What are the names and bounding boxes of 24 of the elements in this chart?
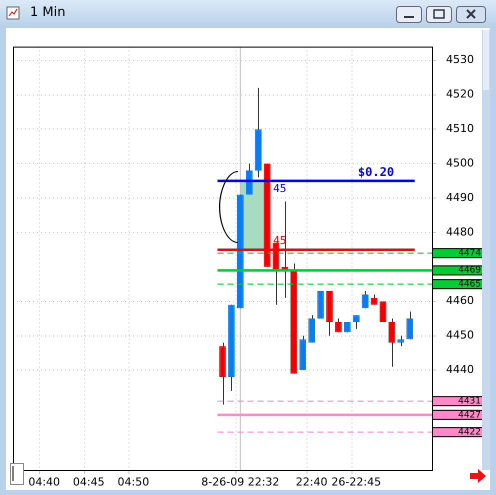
y-tick-label: 4490 [446, 190, 474, 204]
y-tick-label: 4520 [446, 88, 474, 101]
y-tick-label: 4440 [446, 363, 474, 376]
x-tick-label: 04:40 [28, 475, 60, 488]
chart-title: 1 Min [30, 5, 66, 20]
y-tick-label: 4460 [446, 294, 474, 308]
x-tick-label: 26-22:45 [331, 475, 382, 488]
annotation: 45 [273, 182, 286, 196]
ref-line-label: 4431 [458, 396, 481, 406]
y-tick-label: 4480 [446, 225, 474, 238]
x-tick-label: 8-26-09 22:32 [201, 475, 280, 488]
y-tick-label: 4510 [446, 122, 474, 136]
y-tick-label: 4500 [446, 156, 474, 170]
y-tick-label: 4450 [446, 328, 474, 342]
ref-line-label: 4474 [458, 248, 482, 258]
ref-line-label: 4422 [458, 427, 481, 438]
x-tick-label: 04:50 [118, 475, 150, 488]
x-tick-label: 04:45 [72, 475, 105, 488]
ref-line-label: 4427 [458, 410, 481, 420]
annotation: $0.20 [358, 164, 394, 179]
x-tick-label: 22:40 [296, 475, 328, 488]
ref-line-label: 4465 [458, 279, 481, 290]
ref-line-label: 4469 [458, 266, 482, 276]
y-tick-label: 4530 [446, 53, 474, 66]
